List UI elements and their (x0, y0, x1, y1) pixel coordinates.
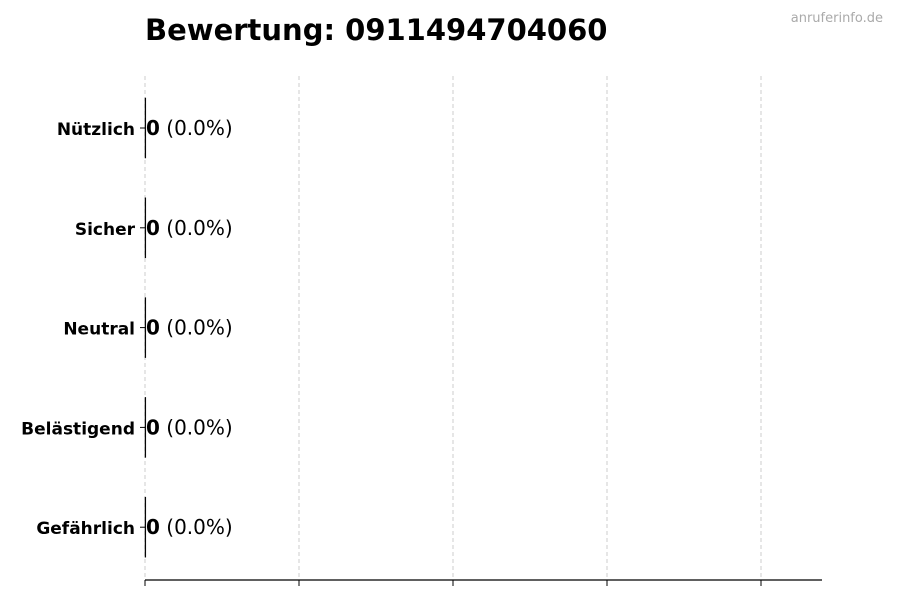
data-label: 0 (0.0%) (146, 216, 233, 240)
data-label: 0 (0.0%) (146, 116, 233, 140)
data-label-percent: (0.0%) (160, 415, 233, 439)
y-tick-label: Sicher (75, 220, 136, 240)
bars: 0 (0.0%)0 (0.0%)0 (0.0%)0 (0.0%)0 (0.0%) (144, 97, 233, 558)
y-tick-label: Nützlich (57, 120, 135, 140)
data-label: 0 (0.0%) (146, 415, 233, 439)
data-label-value: 0 (146, 116, 160, 140)
data-label-value: 0 (146, 515, 160, 539)
y-tick-label: Neutral (63, 320, 135, 340)
data-label-value: 0 (146, 316, 160, 340)
y-tick-label: Belästigend (21, 419, 135, 439)
data-label: 0 (0.0%) (146, 515, 233, 539)
watermark: anruferinfo.de (791, 11, 883, 26)
data-label-percent: (0.0%) (160, 316, 233, 340)
chart-title: Bewertung: 0911494704060 (145, 13, 607, 47)
data-label-value: 0 (146, 216, 160, 240)
data-label-percent: (0.0%) (160, 515, 233, 539)
data-label: 0 (0.0%) (146, 316, 233, 340)
y-tick-label: Gefährlich (36, 519, 135, 539)
axes: Nützlich Sicher Neutral Belästigend Gefährli… (21, 120, 822, 586)
grid (144, 76, 762, 580)
data-label-percent: (0.0%) (160, 216, 233, 240)
data-label-value: 0 (146, 415, 160, 439)
data-label-percent: (0.0%) (160, 116, 233, 140)
